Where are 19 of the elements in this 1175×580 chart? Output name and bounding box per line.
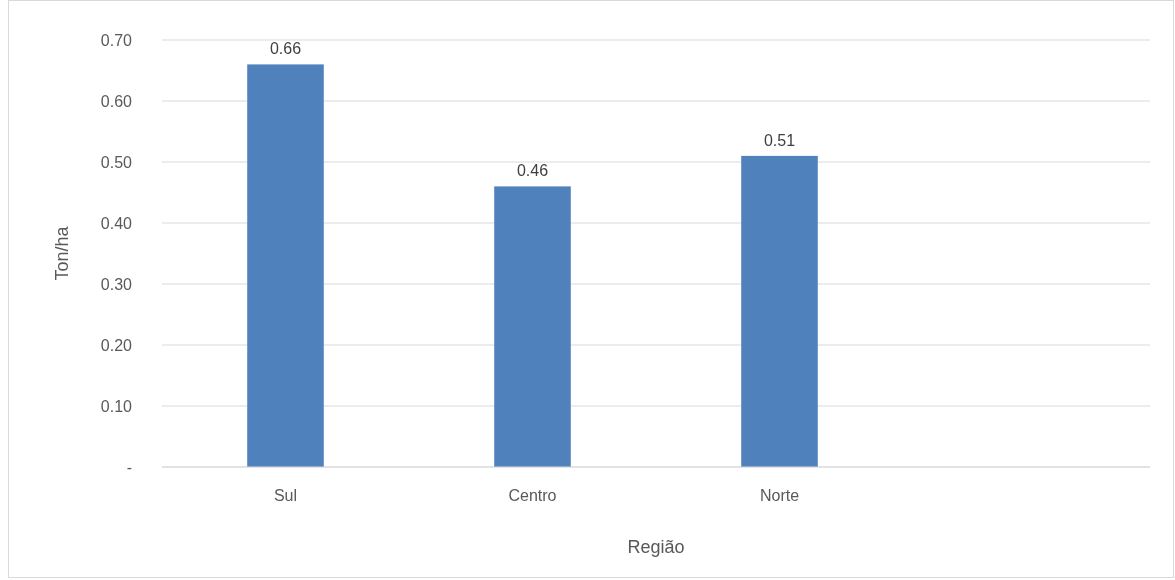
- bar: [741, 155, 818, 467]
- x-tick-label: Norte: [759, 487, 800, 504]
- y-tick-label: -: [126, 458, 132, 476]
- y-axis-title: Ton/ha: [52, 225, 72, 281]
- bar: [494, 186, 571, 467]
- data-label: 0.66: [269, 40, 302, 58]
- x-tick-label: Sul: [273, 487, 298, 504]
- x-tick-label: Centro: [508, 487, 557, 504]
- y-tick-label: 0.40: [100, 214, 133, 232]
- bar: [247, 64, 324, 467]
- y-tick-label: 0.30: [100, 275, 133, 293]
- y-tick-label: 0.50: [100, 153, 133, 171]
- y-tick-label: 0.60: [100, 92, 133, 110]
- x-axis-title: Região: [627, 537, 685, 557]
- data-label: 0.46: [516, 162, 549, 180]
- y-tick-label: 0.20: [100, 336, 133, 354]
- data-label: 0.51: [763, 131, 796, 149]
- y-tick-label: 0.10: [100, 397, 133, 415]
- y-tick-label: 0.70: [100, 31, 133, 49]
